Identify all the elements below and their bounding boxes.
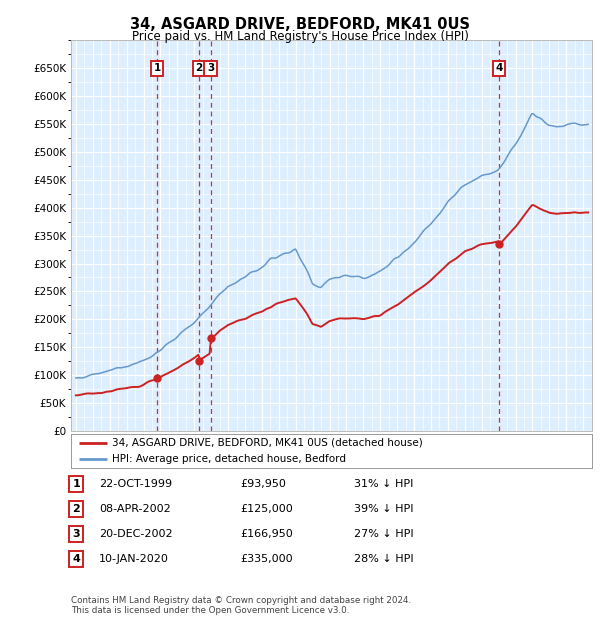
Text: 20-DEC-2002: 20-DEC-2002 [99,529,173,539]
Text: 1: 1 [154,63,161,73]
Text: 4: 4 [72,554,80,564]
Text: 08-APR-2002: 08-APR-2002 [99,504,171,514]
Text: 2: 2 [195,63,202,73]
Text: £335,000: £335,000 [240,554,293,564]
Text: 1: 1 [73,479,80,489]
Text: 3: 3 [207,63,214,73]
Text: £93,950: £93,950 [240,479,286,489]
Text: 3: 3 [73,529,80,539]
Text: 39% ↓ HPI: 39% ↓ HPI [354,504,413,514]
Text: 10-JAN-2020: 10-JAN-2020 [99,554,169,564]
Text: Contains HM Land Registry data © Crown copyright and database right 2024.
This d: Contains HM Land Registry data © Crown c… [71,596,411,615]
Text: 22-OCT-1999: 22-OCT-1999 [99,479,172,489]
Text: HPI: Average price, detached house, Bedford: HPI: Average price, detached house, Bedf… [112,454,346,464]
Text: 4: 4 [496,63,503,73]
Text: 27% ↓ HPI: 27% ↓ HPI [354,529,413,539]
Text: Price paid vs. HM Land Registry's House Price Index (HPI): Price paid vs. HM Land Registry's House … [131,30,469,43]
Text: £125,000: £125,000 [240,504,293,514]
Text: 34, ASGARD DRIVE, BEDFORD, MK41 0US: 34, ASGARD DRIVE, BEDFORD, MK41 0US [130,17,470,32]
Text: £166,950: £166,950 [240,529,293,539]
Text: 31% ↓ HPI: 31% ↓ HPI [354,479,413,489]
Text: 28% ↓ HPI: 28% ↓ HPI [354,554,413,564]
Text: 34, ASGARD DRIVE, BEDFORD, MK41 0US (detached house): 34, ASGARD DRIVE, BEDFORD, MK41 0US (det… [112,438,423,448]
Text: 2: 2 [73,504,80,514]
